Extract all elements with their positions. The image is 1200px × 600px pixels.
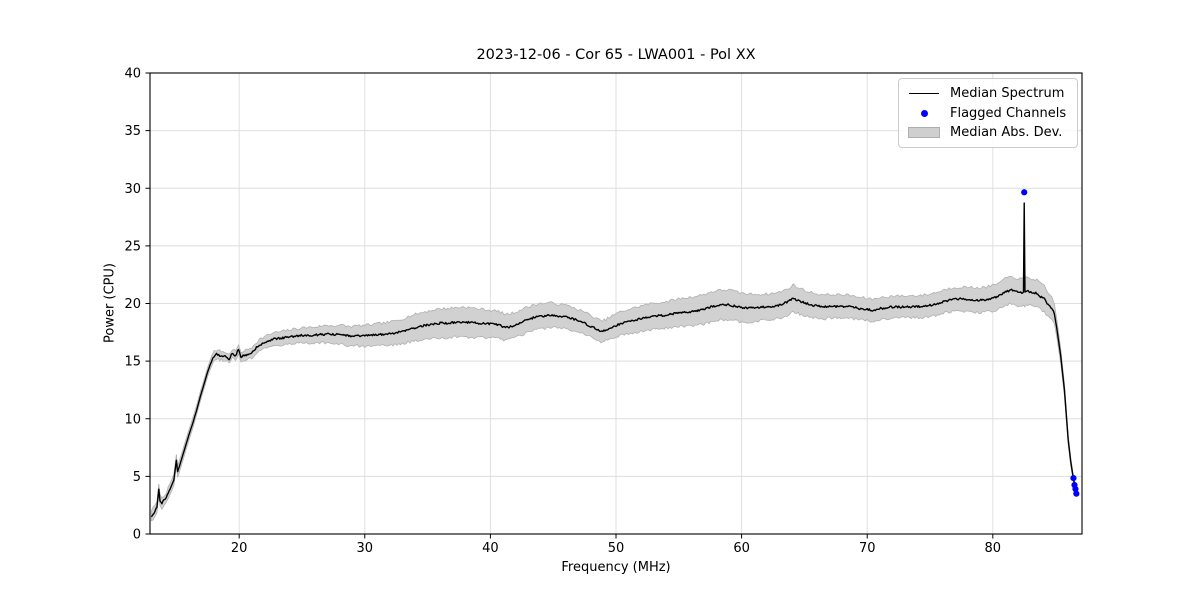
x-tick-label: 30 (357, 541, 374, 556)
median-spectrum-line (150, 202, 1078, 518)
y-tick-label: 20 (124, 297, 141, 312)
legend-label: Median Abs. Dev. (950, 124, 1063, 140)
legend-label: Median Spectrum (950, 86, 1065, 102)
x-tick-label: 40 (482, 541, 499, 556)
legend-label: Flagged Channels (950, 105, 1067, 121)
y-tick-label: 15 (124, 355, 141, 370)
chart-title: 2023-12-06 - Cor 65 - LWA001 - Pol XX (476, 47, 756, 63)
legend-item-flagged-channels: Flagged Channels (907, 106, 1069, 121)
y-tick-label: 30 (124, 182, 141, 197)
flagged-channels-dot-icon (907, 109, 941, 117)
median-abs-dev-band-icon (907, 126, 941, 138)
y-tick-label: 10 (124, 412, 141, 427)
y-tick-label: 40 (124, 67, 141, 82)
y-tick-label: 35 (124, 124, 141, 139)
median-spectrum-line-icon (907, 93, 941, 95)
x-tick-label: 70 (859, 541, 876, 556)
legend-item-median-spectrum: Median Spectrum (907, 86, 1069, 101)
x-tick-label: 60 (733, 541, 750, 556)
flagged-channel-point (1070, 475, 1077, 482)
y-axis-label: Power (CPU) (102, 262, 118, 344)
flagged-channel-point (1072, 485, 1079, 493)
legend-item-median-abs-dev: Median Abs. Dev. (907, 125, 1069, 140)
y-tick-label: 25 (124, 239, 141, 254)
x-axis-label: Frequency (MHz) (561, 560, 671, 575)
flagged-channel-point (1021, 189, 1028, 196)
y-tick-label: 5 (133, 470, 141, 485)
x-tick-label: 50 (608, 541, 625, 556)
flagged-channel-point (1073, 490, 1080, 497)
x-tick-label: 80 (985, 541, 1002, 556)
y-tick-label: 0 (133, 528, 141, 543)
legend: Median Spectrum Flagged Channels Median … (898, 78, 1078, 148)
median-abs-dev-band (150, 275, 1078, 522)
x-tick-label: 20 (231, 541, 248, 556)
